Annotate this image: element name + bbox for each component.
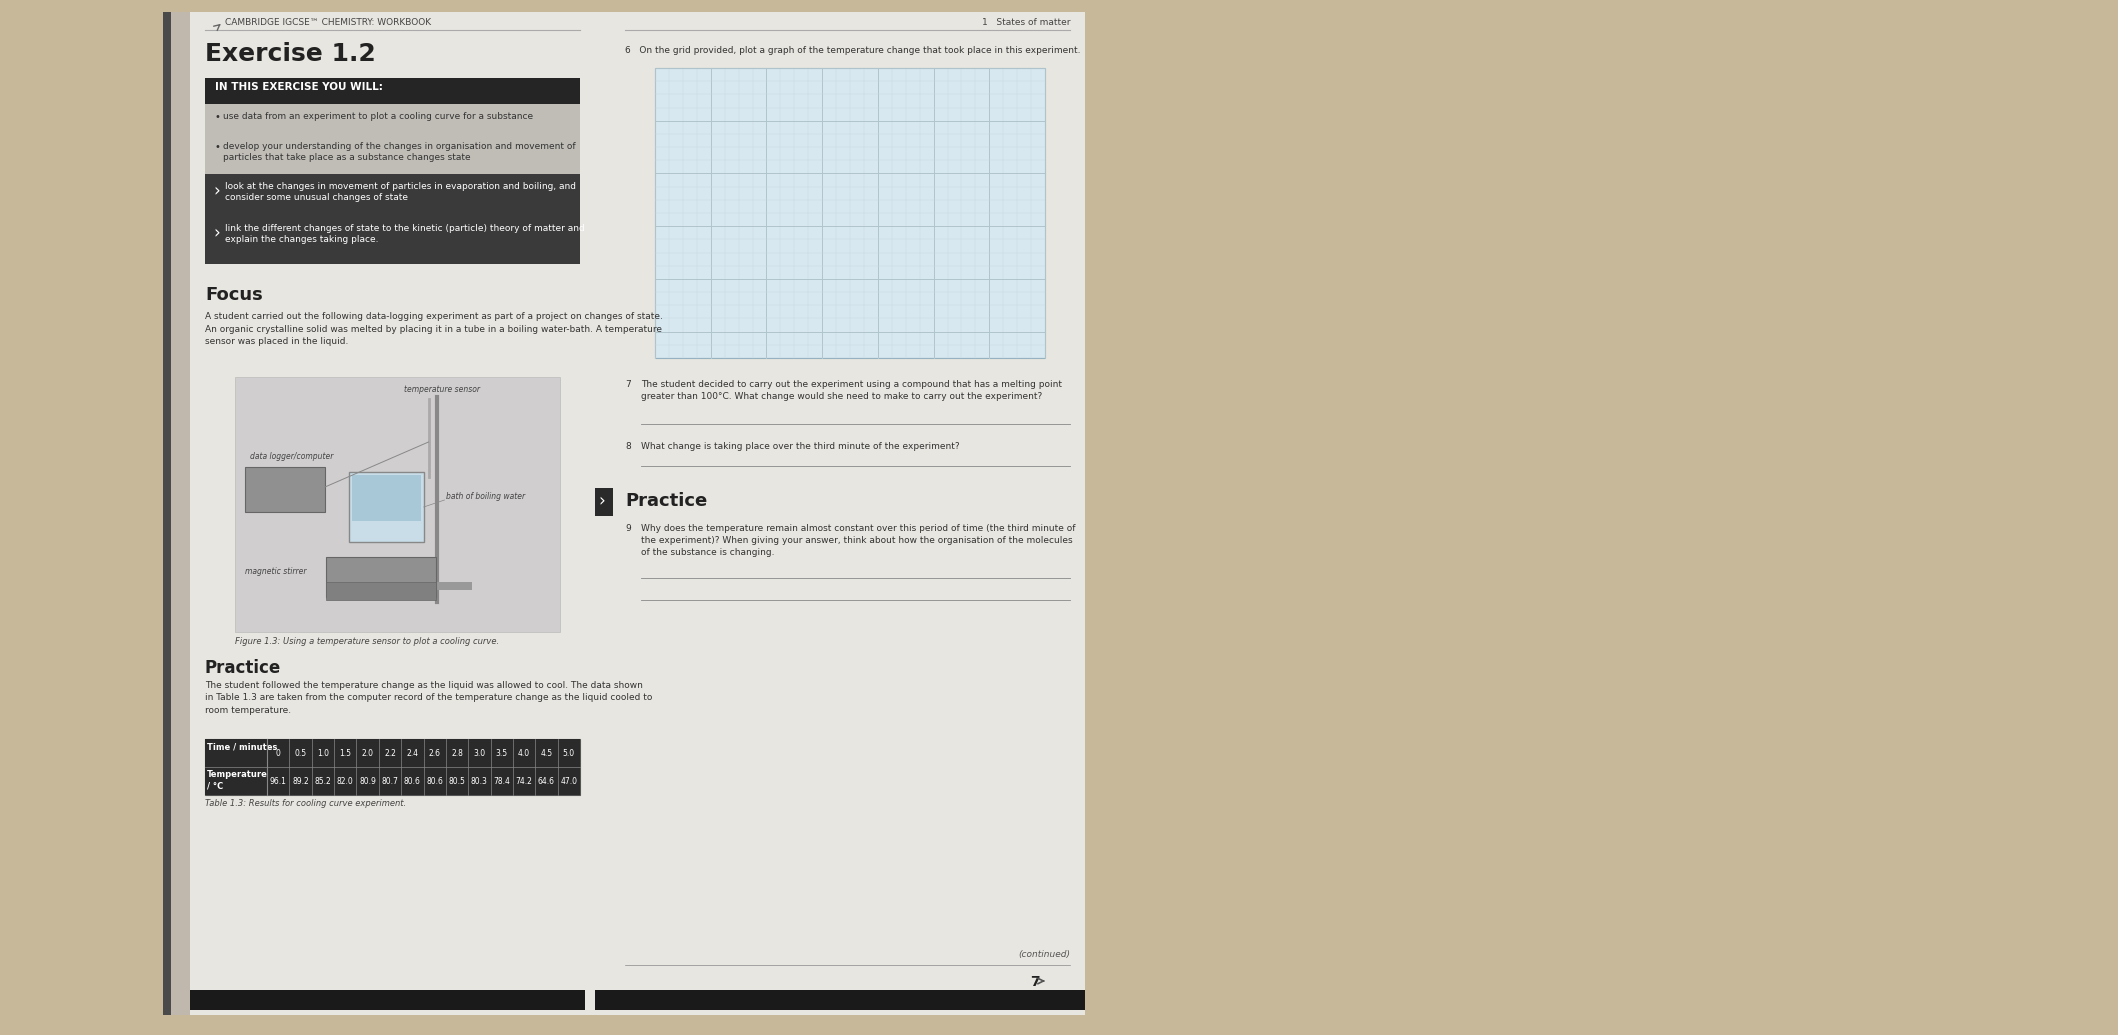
Text: 0.5: 0.5 bbox=[294, 748, 307, 758]
Text: 80.6: 80.6 bbox=[426, 776, 443, 786]
Text: 2.4: 2.4 bbox=[407, 748, 419, 758]
Bar bbox=[349, 472, 424, 542]
Text: 8: 8 bbox=[625, 442, 631, 451]
Bar bbox=[326, 557, 436, 597]
Text: 78.4: 78.4 bbox=[493, 776, 510, 786]
Text: 2.8: 2.8 bbox=[451, 748, 464, 758]
Text: Temperature
/ °C: Temperature / °C bbox=[208, 770, 267, 790]
Bar bbox=[205, 78, 580, 104]
Bar bbox=[191, 990, 585, 1010]
Bar bbox=[417, 582, 472, 590]
Text: Exercise 1.2: Exercise 1.2 bbox=[205, 42, 375, 66]
Text: 74.2: 74.2 bbox=[515, 776, 532, 786]
Bar bbox=[352, 475, 421, 521]
Text: temperature sensor: temperature sensor bbox=[405, 385, 481, 394]
Bar bbox=[165, 12, 191, 1015]
Text: 3.5: 3.5 bbox=[496, 748, 508, 758]
Text: 4.0: 4.0 bbox=[519, 748, 530, 758]
Text: ›: › bbox=[214, 224, 220, 242]
Text: ›: › bbox=[214, 182, 220, 200]
Text: 96.1: 96.1 bbox=[269, 776, 286, 786]
Text: 6   On the grid provided, plot a graph of the temperature change that took place: 6 On the grid provided, plot a graph of … bbox=[625, 46, 1080, 55]
Text: 85.2: 85.2 bbox=[313, 776, 330, 786]
Text: Table 1.3: Results for cooling curve experiment.: Table 1.3: Results for cooling curve exp… bbox=[205, 799, 407, 808]
Text: Practice: Practice bbox=[625, 492, 707, 510]
Text: 47.0: 47.0 bbox=[561, 776, 578, 786]
Text: 82.0: 82.0 bbox=[337, 776, 354, 786]
Text: CAMBRIDGE IGCSE™ CHEMISTRY: WORKBOOK: CAMBRIDGE IGCSE™ CHEMISTRY: WORKBOOK bbox=[225, 18, 432, 27]
Text: 3.0: 3.0 bbox=[472, 748, 485, 758]
Text: look at the changes in movement of particles in evaporation and boiling, and
con: look at the changes in movement of parti… bbox=[225, 182, 576, 203]
Text: A student carried out the following data-logging experiment as part of a project: A student carried out the following data… bbox=[205, 312, 663, 346]
Bar bbox=[326, 582, 436, 600]
Text: link the different changes of state to the kinetic (particle) theory of matter a: link the different changes of state to t… bbox=[225, 224, 585, 244]
Text: 1   States of matter: 1 States of matter bbox=[981, 18, 1070, 27]
Text: 2.6: 2.6 bbox=[428, 748, 441, 758]
Text: 80.5: 80.5 bbox=[449, 776, 466, 786]
Text: 7: 7 bbox=[625, 380, 631, 389]
Text: Focus: Focus bbox=[205, 286, 263, 304]
Text: 1.0: 1.0 bbox=[318, 748, 328, 758]
Text: •: • bbox=[216, 112, 220, 122]
Text: 7: 7 bbox=[1029, 975, 1040, 989]
Text: •: • bbox=[216, 142, 220, 152]
Bar bbox=[163, 12, 172, 1015]
Bar bbox=[205, 739, 580, 767]
Bar bbox=[595, 990, 1084, 1010]
Text: The student decided to carry out the experiment using a compound that has a melt: The student decided to carry out the exp… bbox=[642, 380, 1061, 401]
Bar bbox=[205, 104, 580, 174]
Text: Figure 1.3: Using a temperature sensor to plot a cooling curve.: Figure 1.3: Using a temperature sensor t… bbox=[235, 637, 500, 646]
Text: 2.2: 2.2 bbox=[383, 748, 396, 758]
Text: Time / minutes: Time / minutes bbox=[208, 742, 277, 751]
Text: 64.6: 64.6 bbox=[538, 776, 555, 786]
Text: The student followed the temperature change as the liquid was allowed to cool. T: The student followed the temperature cha… bbox=[205, 681, 652, 715]
Bar bbox=[246, 467, 324, 512]
Text: 80.9: 80.9 bbox=[360, 776, 377, 786]
Text: Why does the temperature remain almost constant over this period of time (the th: Why does the temperature remain almost c… bbox=[642, 524, 1076, 557]
Bar bbox=[654, 68, 1044, 358]
Bar bbox=[595, 487, 612, 516]
Text: 9: 9 bbox=[625, 524, 631, 533]
Text: 1.5: 1.5 bbox=[339, 748, 352, 758]
Bar bbox=[205, 174, 580, 264]
Text: data logger/computer: data logger/computer bbox=[250, 452, 333, 461]
Text: develop your understanding of the changes in organisation and movement of
partic: develop your understanding of the change… bbox=[222, 142, 576, 162]
Text: 89.2: 89.2 bbox=[292, 776, 309, 786]
Text: use data from an experiment to plot a cooling curve for a substance: use data from an experiment to plot a co… bbox=[222, 112, 534, 121]
Text: What change is taking place over the third minute of the experiment?: What change is taking place over the thi… bbox=[642, 442, 959, 451]
Bar bbox=[235, 377, 559, 632]
Text: 2.0: 2.0 bbox=[362, 748, 373, 758]
Text: 80.7: 80.7 bbox=[381, 776, 398, 786]
Text: IN THIS EXERCISE YOU WILL:: IN THIS EXERCISE YOU WILL: bbox=[216, 82, 383, 92]
Text: bath of boiling water: bath of boiling water bbox=[447, 492, 525, 501]
Text: magnetic stirrer: magnetic stirrer bbox=[246, 567, 307, 576]
Text: 0: 0 bbox=[275, 748, 280, 758]
Bar bbox=[205, 739, 580, 795]
Text: ›: › bbox=[597, 492, 606, 510]
Text: Practice: Practice bbox=[205, 659, 282, 677]
Text: 5.0: 5.0 bbox=[563, 748, 574, 758]
Bar bbox=[595, 12, 1084, 1015]
Text: 4.5: 4.5 bbox=[540, 748, 553, 758]
Text: 80.6: 80.6 bbox=[405, 776, 421, 786]
Bar bbox=[205, 767, 580, 795]
Text: 80.3: 80.3 bbox=[470, 776, 487, 786]
Bar bbox=[165, 12, 595, 1015]
Text: (continued): (continued) bbox=[1019, 950, 1070, 959]
